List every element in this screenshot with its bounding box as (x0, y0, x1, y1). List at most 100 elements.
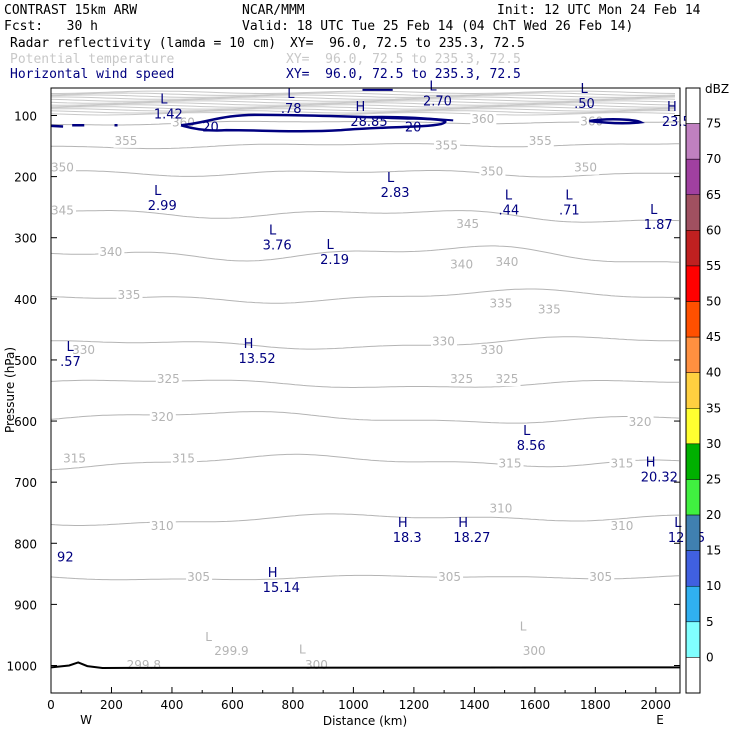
extremum-value: .57 (60, 355, 81, 370)
colorbar-swatch (685, 265, 701, 302)
x-axis: 0 200 400 600 800 1000 1200 1400 1600 1800 2000 (47, 687, 671, 712)
theta-label: 315 (172, 452, 195, 466)
extremum-marker-h: H (398, 516, 408, 531)
theta-contour-305 (50, 574, 680, 581)
surface-line (50, 661, 681, 669)
theta-label-bg (494, 373, 521, 387)
theta-label: 360 (471, 112, 494, 126)
theta-contour-320 (50, 411, 680, 424)
extremum-marker-l: L (160, 93, 168, 108)
surface-theta-label: 300 (305, 658, 328, 672)
surface-theta-label: 299.9 (214, 644, 248, 658)
colorbar-level-label: 70 (706, 152, 721, 166)
theta-contour-340 (50, 245, 680, 263)
extremum-value: 13.52 (238, 352, 275, 367)
theta-contours (50, 120, 680, 581)
extremum-value: 92 (57, 551, 74, 566)
theta-label-bg (449, 258, 476, 272)
stratosphere-theta-line (50, 98, 676, 102)
wind-contour-label: 20 (405, 120, 422, 135)
y-tick-label: 300 (14, 232, 37, 246)
extremum-marker-h: H (646, 456, 656, 471)
theta-label: 305 (589, 570, 612, 584)
east-label: E (656, 713, 664, 727)
theta-label-bg (71, 343, 98, 357)
y-tick-label: 900 (14, 598, 37, 612)
y-tick-label: 1000 (6, 660, 37, 674)
extremum-value: 2.99 (148, 199, 177, 214)
surface-theta-label: L (299, 642, 306, 656)
colorbar-swatch (685, 621, 701, 658)
stratosphere-theta-line (50, 102, 676, 106)
valid-time: Valid: 18 UTC Tue 25 Feb 14 (04 ChT Wed … (242, 19, 633, 34)
theta-label-bg (431, 335, 458, 349)
theta-label-bg (536, 303, 563, 317)
surface-theta-label: 300 (523, 644, 546, 658)
colorbar-level-label: 50 (706, 295, 721, 309)
theta-label-bg (437, 571, 464, 585)
theta-label: 340 (99, 245, 122, 259)
theta-label-bg (170, 452, 197, 466)
x-tick-label: 400 (161, 698, 184, 712)
theta-label: 335 (489, 296, 512, 310)
x-tick-label: 200 (100, 698, 123, 712)
theta-label-bg (149, 411, 176, 425)
y-tick-label: 600 (14, 415, 37, 429)
theta-label: 305 (187, 570, 210, 584)
extremum-value: .71 (559, 204, 580, 219)
west-label: W (80, 713, 92, 727)
stratosphere-theta-line (50, 104, 676, 108)
x-tick-label: 0 (47, 698, 55, 712)
theta-label-bg (573, 161, 600, 175)
theta-label: 325 (157, 372, 180, 386)
theta-label-bg (609, 519, 636, 533)
colorbar-swatch (685, 372, 701, 409)
theta-label-bg (479, 165, 506, 179)
theta-label-bg (609, 457, 636, 471)
theta-label-bg (98, 246, 125, 260)
colorbar-swatch (685, 123, 701, 160)
theta-label-bg (116, 288, 143, 302)
theta-label-bg (449, 373, 476, 387)
theta-label-bg (627, 415, 654, 429)
colorbar-swatch (685, 550, 701, 587)
theta-contour-355 (50, 143, 679, 150)
theta-label: 310 (610, 519, 633, 533)
wind-contour-inner (359, 115, 454, 122)
colorbar-level-label: 10 (706, 579, 721, 593)
stratosphere-theta-line (51, 90, 676, 94)
theta-label-bg (50, 161, 76, 175)
x-tick-label: 1600 (520, 698, 551, 712)
extremum-marker-l: L (287, 87, 295, 102)
theta-label: 355 (529, 134, 552, 148)
extremum-value: 20.32 (641, 471, 678, 486)
colorbar-swatch (685, 585, 701, 623)
colorbar-level-label: 40 (706, 366, 721, 380)
stratosphere-theta-line (50, 108, 676, 112)
extremum-marker-l: L (674, 516, 682, 531)
extremum-value: 2.83 (381, 186, 410, 201)
y-axis-label: Pressure (hPa) (3, 347, 17, 433)
theta-label-bg (434, 139, 461, 153)
colorbar-swatch (685, 657, 701, 694)
wind-contour-20 (180, 113, 447, 133)
extremum-value: 1.42 (154, 108, 183, 123)
theta-label: 315 (63, 452, 86, 466)
forecast-hour: Fcst: 30 h (4, 19, 98, 34)
colorbar-swatch (685, 408, 701, 445)
stratosphere-theta-line (50, 100, 676, 104)
theta-label: 310 (489, 502, 512, 516)
colorbar-swatch (685, 336, 701, 373)
colorbar-swatch (685, 87, 701, 124)
theta-contour-350 (51, 170, 679, 178)
x-tick-label: 2000 (641, 698, 672, 712)
theta-contour-labels: 305 305 305 310 310 310 315 315 315 315 320 320 325 3… (50, 112, 654, 672)
stratosphere-theta-line (50, 92, 676, 96)
theta-label: 310 (151, 519, 174, 533)
y-tick-label: 200 (14, 171, 37, 185)
theta-label: 360 (172, 116, 195, 130)
wind-contour-label: 20 (202, 120, 219, 135)
colorbar-level-label: 0 (706, 650, 714, 664)
colorbar-swatch (685, 301, 701, 338)
